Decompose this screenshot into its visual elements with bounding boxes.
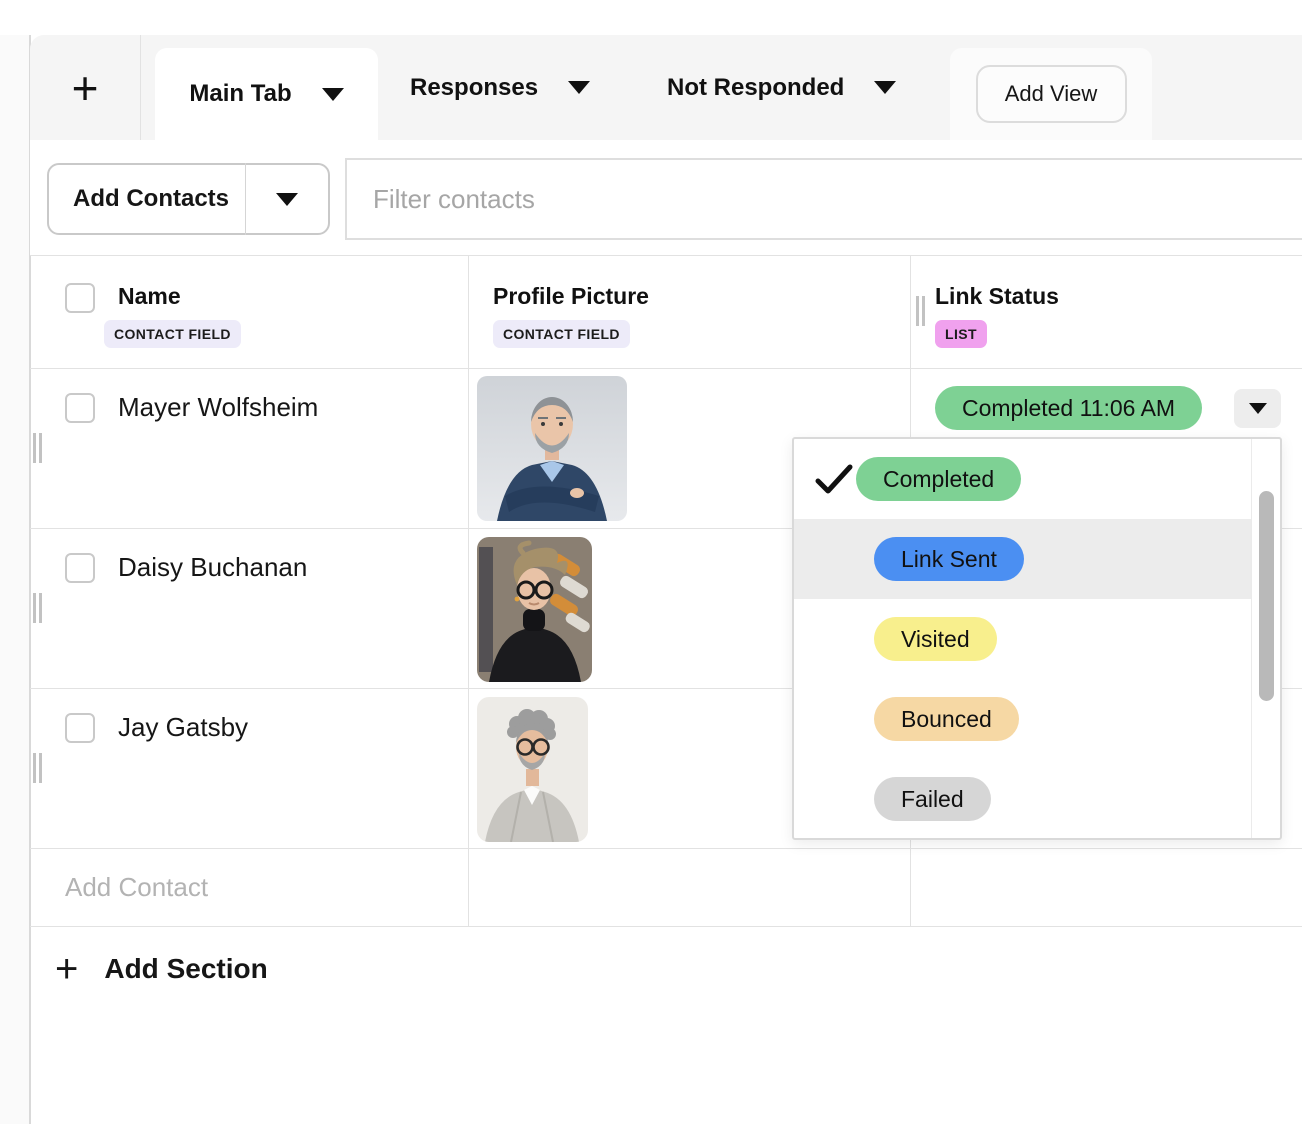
grid-line bbox=[30, 368, 1302, 369]
option-link-sent[interactable]: Link Sent bbox=[794, 519, 1251, 599]
woman-portrait-illustration bbox=[477, 537, 592, 682]
tab-label: Responses bbox=[410, 73, 539, 101]
plus-icon: + bbox=[55, 947, 79, 991]
chevron-down-icon[interactable] bbox=[321, 87, 344, 101]
list-badge: LIST bbox=[935, 320, 987, 348]
column-header-profile-picture[interactable]: Profile Picture bbox=[493, 283, 649, 310]
add-contacts-label: Add Contacts bbox=[73, 185, 229, 212]
row-checkbox[interactable] bbox=[65, 393, 95, 423]
tab-label: Main Tab bbox=[189, 80, 292, 107]
name-cell[interactable]: Jay Gatsby bbox=[118, 712, 249, 742]
grid-line bbox=[30, 688, 1302, 689]
tab-responses[interactable]: Responses bbox=[410, 35, 591, 140]
link-status-pill[interactable]: Completed 11:06 AM bbox=[935, 386, 1203, 430]
status-dropdown-menu: Completed Link Sent Visited Bounced Fail… bbox=[792, 437, 1282, 840]
add-contacts-menu-button[interactable] bbox=[246, 165, 328, 233]
add-view-container: Add View bbox=[950, 48, 1152, 140]
chevron-down-icon[interactable] bbox=[874, 81, 897, 94]
status-pill-completed[interactable]: Completed bbox=[856, 457, 1022, 501]
status-dropdown-button[interactable] bbox=[1234, 389, 1281, 428]
option-bounced[interactable]: Bounced bbox=[794, 679, 1251, 759]
status-pill-visited[interactable]: Visited bbox=[874, 617, 997, 661]
checkmark-icon bbox=[815, 464, 853, 494]
scrollbar-gutter-divider bbox=[1251, 439, 1252, 838]
grid-line bbox=[30, 848, 1302, 849]
scrollbar-thumb[interactable] bbox=[1259, 491, 1274, 701]
add-view-label: Add View bbox=[1004, 81, 1098, 106]
name-cell[interactable]: Daisy Buchanan bbox=[118, 552, 308, 582]
column-header-name[interactable]: Name bbox=[118, 283, 181, 310]
row-drag-handle[interactable] bbox=[33, 433, 42, 463]
plus-icon: + bbox=[71, 61, 99, 114]
contact-field-badge: CONTACT FIELD bbox=[104, 320, 241, 348]
tab-bar-divider bbox=[140, 35, 141, 140]
add-view-button[interactable]: Add View bbox=[975, 65, 1127, 123]
filter-contacts-input[interactable] bbox=[345, 158, 1302, 240]
tab-main-tab[interactable]: Main Tab bbox=[155, 48, 378, 140]
row-checkbox[interactable] bbox=[65, 553, 95, 583]
chevron-down-icon bbox=[276, 192, 298, 206]
add-tab-button[interactable]: + bbox=[30, 35, 140, 140]
grid-line bbox=[30, 528, 1302, 529]
option-completed[interactable]: Completed bbox=[794, 439, 1251, 519]
tab-label: Not Responded bbox=[667, 73, 845, 101]
column-header-link-status[interactable]: Link Status bbox=[935, 283, 1059, 310]
add-section-label: Add Section bbox=[104, 953, 268, 984]
row-drag-handle[interactable] bbox=[33, 593, 42, 623]
select-all-checkbox[interactable] bbox=[65, 283, 95, 313]
column-title: Profile Picture bbox=[493, 283, 649, 309]
column-type-badge: LIST bbox=[935, 320, 987, 348]
column-type-badge: CONTACT FIELD bbox=[493, 320, 630, 348]
dropdown-caret-icon bbox=[1248, 403, 1267, 414]
profile-photo-daisy[interactable] bbox=[477, 537, 592, 682]
left-gutter bbox=[0, 35, 31, 1124]
profile-photo-jay[interactable] bbox=[477, 697, 588, 842]
contact-field-badge: CONTACT FIELD bbox=[493, 320, 630, 348]
status-pill-failed[interactable]: Failed bbox=[874, 777, 991, 821]
add-section-button[interactable]: + Add Section bbox=[55, 945, 268, 993]
man-portrait-illustration bbox=[477, 697, 588, 842]
column-title: Link Status bbox=[935, 283, 1059, 309]
chevron-down-icon[interactable] bbox=[568, 81, 591, 94]
column-title: Name bbox=[118, 283, 181, 309]
profile-photo-mayer[interactable] bbox=[477, 376, 627, 521]
grid-line bbox=[30, 926, 1302, 927]
status-pill-bounced[interactable]: Bounced bbox=[874, 697, 1019, 741]
status-pill-link-sent[interactable]: Link Sent bbox=[874, 537, 1024, 581]
add-contact-placeholder: Add Contact bbox=[65, 871, 209, 902]
option-visited[interactable]: Visited bbox=[794, 599, 1251, 679]
row-drag-handle[interactable] bbox=[33, 753, 42, 783]
column-drag-handle[interactable] bbox=[916, 296, 925, 326]
row-checkbox[interactable] bbox=[65, 713, 95, 743]
name-cell[interactable]: Mayer Wolfsheim bbox=[118, 392, 319, 422]
button-divider bbox=[245, 163, 246, 235]
grid-line bbox=[30, 255, 1302, 256]
man-portrait-illustration bbox=[477, 376, 627, 521]
option-failed[interactable]: Failed bbox=[794, 759, 1251, 839]
add-contact-row[interactable]: Add Contact bbox=[30, 848, 1302, 926]
column-type-badge: CONTACT FIELD bbox=[104, 320, 241, 348]
add-contacts-split-button[interactable]: Add Contacts bbox=[47, 163, 330, 235]
column-divider bbox=[468, 255, 469, 926]
tab-not-responded[interactable]: Not Responded bbox=[667, 35, 897, 140]
